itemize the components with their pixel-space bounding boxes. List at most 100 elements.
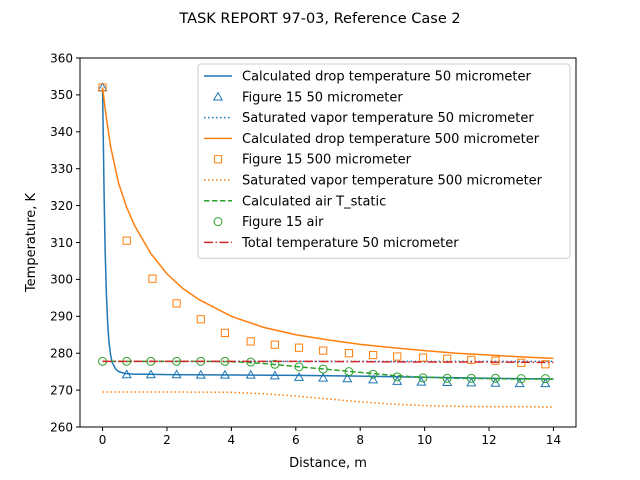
data-point <box>368 350 378 360</box>
legend-item: Saturated vapor temperature 50 micromete… <box>204 111 534 126</box>
y-tick-label: 280 <box>50 347 73 361</box>
legend: Calculated drop temperature 50 micromete… <box>197 63 571 259</box>
series-line <box>101 87 554 380</box>
data-point <box>270 340 279 349</box>
x-tick-label: 0 <box>99 433 107 447</box>
y-tick-label: 260 <box>50 420 73 434</box>
series-4 <box>101 87 554 360</box>
y-tick-label: 290 <box>50 310 73 324</box>
legend-label: Total temperature 50 micrometer <box>241 236 459 251</box>
data-point <box>344 367 354 377</box>
x-tick-label: 12 <box>481 433 496 447</box>
legend-item: Figure 15 50 micrometer <box>212 90 403 105</box>
series-5 <box>98 83 550 369</box>
data-point <box>318 372 329 382</box>
data-point <box>294 343 304 352</box>
series-9 <box>102 360 554 364</box>
legend-swatch <box>213 217 223 227</box>
data-point <box>342 373 353 383</box>
data-point <box>270 359 280 369</box>
data-point <box>269 370 280 380</box>
y-axis: 260 270 280 290 300 310 320 330 340 350 360 <box>50 51 80 434</box>
data-point <box>196 315 205 324</box>
series-line <box>102 360 554 364</box>
data-point <box>172 299 181 308</box>
x-tick-label: 6 <box>292 433 300 447</box>
data-point <box>122 236 131 245</box>
legend-label: Calculated drop temperature 50 micromete… <box>242 70 531 85</box>
legend-label: Figure 15 air <box>242 215 324 230</box>
data-point <box>294 362 304 372</box>
data-point <box>540 378 551 388</box>
series-line <box>102 360 554 380</box>
legend-item: Figure 15 500 micrometer <box>213 153 412 168</box>
y-tick-label: 330 <box>50 162 73 176</box>
legend-item: Calculated drop temperature 50 micromete… <box>204 70 531 85</box>
y-tick-label: 300 <box>50 273 73 287</box>
data-point <box>319 346 328 355</box>
chart-title: TASK REPORT 97-03, Reference Case 2 <box>178 11 460 27</box>
legend-swatch <box>212 91 224 101</box>
y-tick-label: 340 <box>50 125 73 139</box>
y-tick-label: 270 <box>50 383 73 397</box>
legend-label: Calculated drop temperature 500 micromet… <box>242 132 540 147</box>
series-6 <box>102 391 554 408</box>
data-point <box>318 364 328 374</box>
series-7 <box>102 360 554 380</box>
y-tick-label: 350 <box>50 88 73 102</box>
data-point <box>467 355 476 364</box>
x-tick-label: 8 <box>356 433 364 447</box>
data-point <box>98 83 107 92</box>
data-point <box>145 369 156 379</box>
data-point <box>368 374 379 384</box>
data-point <box>418 373 428 383</box>
data-point <box>148 274 157 283</box>
data-point <box>344 349 354 358</box>
data-point <box>490 373 500 383</box>
data-point <box>418 353 428 362</box>
data-point <box>121 369 132 379</box>
legend-swatch <box>213 155 223 164</box>
legend-label: Figure 15 50 micrometer <box>242 90 403 105</box>
data-point <box>246 337 255 346</box>
legend-item: Figure 15 air <box>213 215 324 230</box>
legend-item: Saturated vapor temperature 500 micromet… <box>204 174 543 189</box>
series-line <box>101 87 554 360</box>
data-point <box>195 369 206 379</box>
data-point <box>541 360 550 369</box>
y-axis-label: Temperature, K <box>24 192 39 293</box>
data-point <box>171 369 182 379</box>
data-point <box>491 356 500 365</box>
data-point <box>293 371 305 381</box>
series-layer <box>97 82 554 408</box>
data-point <box>393 352 402 361</box>
data-point <box>516 374 526 384</box>
series-line <box>102 391 554 408</box>
legend-label: Saturated vapor temperature 50 micromete… <box>242 111 534 126</box>
legend-label: Calculated air T_static <box>242 194 386 209</box>
data-point <box>392 372 402 382</box>
x-tick-label: 10 <box>417 433 432 447</box>
legend-item: Total temperature 50 micrometer <box>204 236 459 251</box>
series-1 <box>101 87 554 380</box>
y-tick-label: 360 <box>50 51 73 65</box>
legend-item: Calculated air T_static <box>204 194 386 209</box>
legend-label: Saturated vapor temperature 500 micromet… <box>242 174 543 189</box>
data-point <box>540 374 550 384</box>
x-tick-label: 4 <box>228 433 236 447</box>
x-tick-label: 2 <box>163 433 171 447</box>
data-point <box>245 369 256 379</box>
data-point <box>219 369 230 379</box>
legend-box <box>197 63 571 259</box>
data-point <box>442 373 452 383</box>
legend-label: Figure 15 500 micrometer <box>242 153 412 168</box>
x-tick-label: 14 <box>546 433 561 447</box>
y-tick-label: 320 <box>50 199 73 213</box>
data-point <box>368 369 378 379</box>
legend-item: Calculated drop temperature 500 micromet… <box>204 132 540 147</box>
data-point <box>220 328 230 338</box>
x-axis: 0 2 4 6 8 10 12 14 <box>99 427 561 447</box>
y-tick-label: 310 <box>50 236 73 250</box>
data-point <box>466 373 476 383</box>
